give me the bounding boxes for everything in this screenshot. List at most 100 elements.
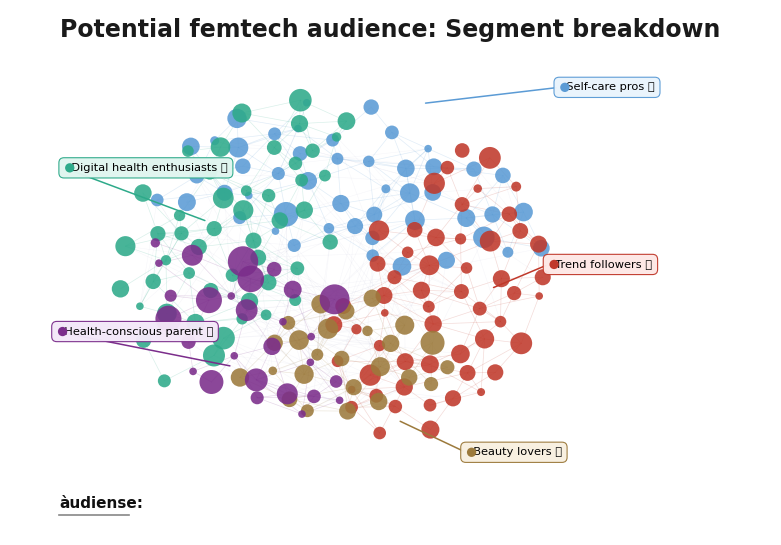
Point (465, 448, 478, 457)
Point (191, 172, 203, 180)
Point (186, 251, 198, 259)
Point (276, 317, 289, 326)
Point (340, 307, 352, 316)
Point (373, 429, 386, 438)
Point (364, 371, 376, 379)
Point (378, 291, 390, 300)
Point (535, 244, 547, 252)
Point (455, 234, 467, 243)
Point (165, 292, 177, 300)
Point (370, 391, 383, 400)
Point (236, 108, 248, 117)
Point (441, 164, 454, 172)
Point (294, 149, 306, 158)
Point (468, 165, 480, 173)
Point (269, 338, 281, 347)
Point (147, 277, 159, 286)
Point (266, 342, 278, 350)
Point (497, 171, 509, 180)
Point (345, 385, 358, 394)
Point (281, 390, 294, 398)
Point (205, 286, 217, 295)
Point (472, 184, 484, 193)
Point (396, 262, 408, 271)
Point (268, 143, 280, 152)
Point (298, 205, 311, 214)
Point (334, 199, 347, 208)
Point (455, 287, 468, 296)
Point (424, 401, 437, 409)
Point (269, 130, 281, 138)
Point (374, 362, 387, 371)
Point (384, 339, 397, 348)
Point (260, 311, 273, 319)
Point (494, 317, 507, 326)
Point (371, 259, 383, 268)
Point (401, 248, 414, 257)
Point (398, 321, 411, 330)
Point (225, 292, 237, 300)
Point (341, 117, 353, 125)
Point (230, 114, 243, 123)
Point (389, 402, 401, 411)
Point (331, 154, 344, 163)
Point (478, 233, 490, 241)
Text: Self-care pros 🧘: Self-care pros 🧘 (559, 82, 655, 92)
Point (182, 337, 194, 346)
Point (189, 319, 201, 328)
Point (447, 394, 459, 403)
Point (462, 368, 474, 377)
Point (158, 377, 170, 385)
Point (333, 396, 346, 405)
Point (426, 188, 439, 197)
Point (460, 214, 473, 222)
Point (137, 336, 150, 344)
Point (456, 146, 469, 155)
Point (298, 370, 310, 379)
Point (315, 300, 327, 308)
Point (208, 351, 220, 360)
Point (422, 144, 434, 153)
Point (306, 147, 319, 155)
Point (400, 164, 412, 173)
Point (430, 233, 442, 242)
Point (305, 332, 317, 341)
Point (162, 314, 175, 323)
Point (180, 198, 193, 207)
Point (228, 352, 241, 360)
Point (244, 275, 257, 283)
Point (404, 189, 416, 197)
Point (248, 236, 260, 245)
Point (408, 226, 421, 234)
Point (234, 213, 246, 222)
Text: àudiense:: àudiense: (59, 496, 143, 511)
Point (478, 335, 490, 343)
Point (501, 248, 514, 257)
Point (489, 368, 501, 377)
Point (398, 383, 411, 391)
Point (226, 271, 238, 280)
Point (217, 193, 230, 202)
Point (423, 360, 436, 368)
Point (134, 302, 146, 311)
Point (273, 216, 286, 225)
Point (365, 102, 377, 111)
Point (515, 339, 527, 348)
Point (510, 182, 522, 191)
Point (137, 189, 149, 197)
Point (408, 216, 421, 225)
Point (152, 259, 165, 268)
Point (161, 309, 173, 318)
Point (440, 256, 453, 265)
Point (262, 278, 275, 287)
Point (251, 393, 263, 402)
Point (183, 269, 195, 277)
Point (241, 306, 253, 314)
Point (63, 164, 76, 172)
Point (218, 189, 230, 197)
Point (149, 239, 162, 247)
Point (366, 233, 379, 242)
Point (328, 295, 341, 304)
Point (262, 191, 275, 200)
Point (427, 162, 440, 171)
